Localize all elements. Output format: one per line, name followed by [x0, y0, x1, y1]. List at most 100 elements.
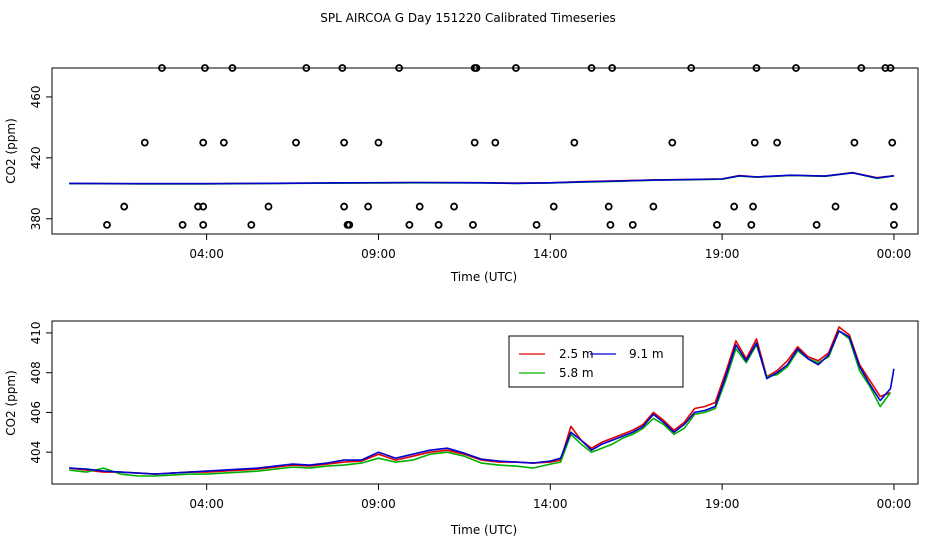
- calibration-point: [747, 220, 756, 229]
- legend: 2.5 m 5.8 m 9.1 m: [508, 335, 684, 388]
- calibration-point: [103, 220, 111, 229]
- plot-frame: [51, 67, 919, 235]
- y-tick-label: 460: [29, 85, 43, 108]
- x-tick-label: 04:00: [189, 497, 224, 511]
- calibration-point: [364, 202, 373, 211]
- series-line-9-1-m: [69, 172, 895, 185]
- x-axis-ticks: 04:00 09:00 14:00 19:00 00:00: [189, 484, 911, 511]
- calibration-point: [395, 64, 403, 72]
- y-axis-ticks: 404 406 408 410: [29, 321, 52, 464]
- calibration-point: [140, 138, 149, 147]
- calibration-point: [649, 202, 658, 211]
- calibration-point: [247, 220, 256, 229]
- calibration-point: [752, 64, 761, 72]
- legend-label-2-5m: 2.5 m: [559, 347, 594, 361]
- y-tick-label: 380: [29, 207, 43, 230]
- x-tick-label: 09:00: [361, 247, 396, 261]
- legend-box: [508, 335, 684, 388]
- calibration-point: [201, 64, 209, 72]
- series-line-5-8-m: [69, 330, 892, 477]
- calibration-point: [434, 220, 443, 229]
- figure-title: SPL AIRCOA G Day 151220 Calibrated Times…: [320, 11, 615, 25]
- calibration-point: [687, 64, 696, 72]
- calibration-point: [470, 138, 479, 147]
- legend-label-9-1m: 9.1 m: [629, 347, 664, 361]
- y-tick-label: 406: [29, 401, 43, 424]
- calibration-panel: CO2 (ppm) Time (UTC) 380 420 460 04:00 09:0…: [4, 64, 919, 284]
- calibration-points: [103, 64, 898, 229]
- calibration-point: [374, 138, 383, 147]
- calibration-point: [831, 202, 840, 211]
- calibration-point: [888, 138, 897, 147]
- calibration-point: [491, 138, 500, 147]
- calibration-point: [469, 220, 477, 229]
- y-tick-label: 408: [29, 361, 43, 384]
- calibration-point: [608, 64, 617, 72]
- y-tick-label: 420: [29, 146, 43, 169]
- series-lines: [69, 326, 895, 477]
- series-line-2-5-m: [69, 326, 891, 475]
- calibration-point: [292, 138, 300, 147]
- calibration-point: [199, 202, 208, 211]
- x-tick-label: 04:00: [189, 247, 224, 261]
- calibration-point: [713, 220, 721, 229]
- x-axis-ticks: 04:00 09:00 14:00 19:00 00:00: [189, 234, 911, 261]
- calibration-point: [338, 64, 347, 72]
- x-axis-label: Time (UTC): [450, 523, 517, 537]
- series-lines: [69, 171, 895, 185]
- calibration-point: [792, 64, 800, 72]
- calibration-point: [773, 138, 782, 147]
- calibration-point: [749, 202, 757, 211]
- calibration-point: [228, 64, 237, 72]
- calibration-point: [158, 64, 166, 72]
- x-tick-label: 00:00: [877, 247, 912, 261]
- calibration-point: [512, 64, 520, 72]
- calibration-point: [264, 202, 273, 211]
- plot-frame: [51, 320, 919, 485]
- calibration-point: [750, 138, 759, 147]
- calibration-point: [812, 220, 821, 229]
- calibration-point: [405, 220, 414, 229]
- calibration-point: [219, 138, 228, 147]
- x-tick-label: 19:00: [705, 497, 740, 511]
- calibration-point: [199, 138, 208, 147]
- y-tick-label: 410: [29, 321, 43, 344]
- calibration-point: [890, 220, 898, 229]
- legend-label-5-8m: 5.8 m: [559, 366, 594, 380]
- x-tick-label: 09:00: [361, 497, 396, 511]
- calibration-point: [628, 220, 637, 229]
- calibration-point: [450, 202, 458, 211]
- calibration-point: [120, 202, 129, 211]
- calibration-point: [549, 202, 558, 211]
- calibration-point: [532, 220, 541, 229]
- series-line-9-1-m: [69, 330, 895, 475]
- calibration-point: [730, 202, 739, 211]
- calibration-point: [886, 64, 895, 72]
- calibration-point: [415, 202, 424, 211]
- calibration-point: [472, 64, 481, 72]
- y-axis-label: CO2 (ppm): [4, 370, 18, 436]
- calibration-point: [606, 220, 615, 229]
- x-tick-label: 19:00: [705, 247, 740, 261]
- y-axis-ticks: 380 420 460: [29, 85, 52, 230]
- calibration-point: [604, 202, 613, 211]
- calibration-point: [890, 202, 898, 211]
- calibration-point: [340, 202, 349, 211]
- calibration-point: [340, 138, 349, 147]
- calibration-point: [570, 138, 579, 147]
- calibration-point: [178, 220, 187, 229]
- calibration-point: [302, 64, 311, 72]
- x-tick-label: 14:00: [533, 247, 568, 261]
- calibration-point: [668, 138, 677, 147]
- calibration-point: [587, 64, 596, 72]
- calibration-point: [199, 220, 208, 229]
- calibration-point: [857, 64, 866, 72]
- x-tick-label: 14:00: [533, 497, 568, 511]
- calibration-point: [345, 220, 354, 229]
- calibration-point: [850, 138, 859, 147]
- x-axis-label: Time (UTC): [450, 270, 517, 284]
- y-tick-label: 404: [29, 441, 43, 464]
- x-tick-label: 00:00: [877, 497, 912, 511]
